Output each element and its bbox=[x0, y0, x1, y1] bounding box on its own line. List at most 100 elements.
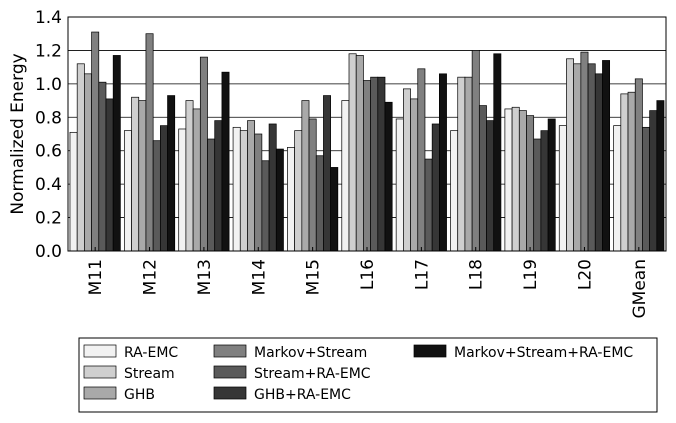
bar-markov-stream-m15 bbox=[308, 118, 317, 252]
bar-ra-emc-m12 bbox=[123, 130, 132, 252]
bar-markov-stream-m11 bbox=[91, 31, 100, 252]
bar-stream-ra-emc-m11 bbox=[98, 81, 107, 252]
bar-ra-emc-m13 bbox=[178, 128, 187, 252]
legend-label: Stream+RA-EMC bbox=[254, 366, 371, 382]
bar-stream-l17 bbox=[403, 88, 411, 252]
bar-markov-stream-l17 bbox=[417, 68, 426, 252]
x-tick-label: M12 bbox=[141, 259, 161, 295]
bar-ghb-ra-emc-l18 bbox=[486, 120, 495, 252]
x-tick-label: M13 bbox=[195, 259, 215, 295]
bar-ra-emc-m15 bbox=[287, 147, 295, 252]
bar-ghb-l19 bbox=[518, 110, 527, 252]
bar-markov-stream-ra-emc-m14 bbox=[275, 148, 284, 252]
bar-stream-m14 bbox=[239, 130, 248, 252]
legend-box bbox=[78, 337, 658, 413]
bars bbox=[69, 31, 665, 252]
bar-markov-stream-m12 bbox=[145, 33, 154, 252]
y-tick-label: 1.2 bbox=[35, 41, 62, 61]
bar-stream-ra-emc-m14 bbox=[261, 160, 270, 252]
bar-ghb-ra-emc-l20 bbox=[594, 73, 603, 252]
legend-label: Markov+Stream bbox=[254, 345, 367, 361]
bar-stream-m11 bbox=[76, 63, 85, 252]
y-tick-label: 1.0 bbox=[35, 75, 62, 95]
bar-markov-stream-ra-emc-m15 bbox=[330, 167, 339, 252]
bar-stream-gmean bbox=[620, 93, 629, 252]
bar-stream-m15 bbox=[294, 130, 303, 252]
bar-ra-emc-l17 bbox=[395, 118, 404, 252]
bar-markov-stream-l16 bbox=[363, 80, 371, 252]
bar-ghb-l16 bbox=[355, 55, 364, 252]
bar-ra-emc-l16 bbox=[341, 100, 350, 252]
bar-stream-ra-emc-l20 bbox=[587, 63, 596, 252]
bar-markov-stream-ra-emc-m11 bbox=[112, 55, 121, 252]
x-tick-label: M11 bbox=[86, 259, 106, 295]
axes bbox=[67, 16, 667, 252]
bar-ghb-gmean bbox=[627, 91, 636, 252]
bar-ghb-ra-emc-m12 bbox=[159, 125, 168, 252]
legend-swatch bbox=[83, 344, 117, 358]
bar-ghb-ra-emc-m15 bbox=[323, 95, 331, 252]
bar-markov-stream-gmean bbox=[634, 78, 643, 252]
x-tick-label: L20 bbox=[575, 259, 595, 290]
bar-markov-stream-m14 bbox=[254, 133, 263, 252]
legend-swatch bbox=[213, 344, 247, 358]
bar-ra-emc-m14 bbox=[232, 126, 241, 252]
legend-swatch bbox=[213, 386, 247, 400]
bar-ghb-m11 bbox=[84, 73, 92, 252]
bar-ra-emc-l20 bbox=[558, 125, 567, 252]
bar-markov-stream-l18 bbox=[471, 50, 480, 252]
bar-ghb-l18 bbox=[464, 76, 473, 252]
bar-stream-l16 bbox=[348, 53, 357, 252]
x-tick-label: L18 bbox=[467, 259, 487, 290]
bar-stream-ra-emc-gmean bbox=[642, 126, 650, 252]
x-tick-label: L17 bbox=[412, 259, 432, 290]
x-tick-label: GMean bbox=[630, 259, 650, 319]
x-tick-label: M14 bbox=[249, 259, 269, 295]
bar-markov-stream-m13 bbox=[199, 56, 208, 252]
bar-stream-ra-emc-l17 bbox=[424, 158, 433, 252]
bar-markov-stream-ra-emc-m13 bbox=[221, 71, 230, 252]
bar-stream-ra-emc-l16 bbox=[370, 76, 379, 252]
bar-stream-ra-emc-l19 bbox=[533, 138, 542, 252]
legend-swatch bbox=[413, 344, 447, 358]
x-tick-label: M15 bbox=[304, 259, 324, 295]
bar-stream-ra-emc-m12 bbox=[152, 140, 161, 252]
y-tick-label: 0.2 bbox=[35, 209, 62, 229]
bar-ra-emc-gmean bbox=[613, 125, 622, 252]
bar-stream-m12 bbox=[131, 96, 140, 252]
x-tick-labels: M11 M12 M13 M14 M15 L16 L17 L18 L19 L20 GMean bbox=[86, 259, 650, 319]
bar-ghb-ra-emc-m13 bbox=[214, 120, 223, 252]
bar-markov-stream-ra-emc-m12 bbox=[167, 95, 176, 252]
bar-stream-l18 bbox=[457, 76, 466, 252]
bar-ghb-m14 bbox=[247, 120, 256, 252]
bar-stream-l20 bbox=[566, 58, 575, 252]
y-axis-title: Normalized Energy bbox=[8, 53, 28, 214]
bar-ghb-ra-emc-m11 bbox=[105, 98, 114, 252]
bar-markov-stream-ra-emc-l18 bbox=[493, 53, 502, 252]
legend-label: RA-EMC bbox=[124, 345, 178, 361]
legend-label: GHB bbox=[124, 387, 155, 403]
bar-ra-emc-l19 bbox=[504, 108, 513, 252]
x-tick-label: L16 bbox=[358, 259, 378, 290]
bar-markov-stream-ra-emc-l17 bbox=[439, 73, 447, 252]
bar-markov-stream-ra-emc-l16 bbox=[384, 101, 393, 252]
legend-label: GHB+RA-EMC bbox=[254, 387, 351, 403]
legend-label: Markov+Stream+RA-EMC bbox=[454, 345, 633, 361]
bar-ghb-ra-emc-l16 bbox=[377, 76, 386, 252]
y-tick-label: 1.4 bbox=[35, 8, 62, 28]
bar-ghb-l20 bbox=[573, 63, 582, 252]
bar-ghb-ra-emc-m14 bbox=[268, 123, 277, 252]
legend-swatch bbox=[83, 386, 117, 400]
bar-stream-ra-emc-m15 bbox=[315, 155, 324, 252]
bar-stream-ra-emc-m13 bbox=[207, 138, 216, 252]
bar-stream-ra-emc-l18 bbox=[478, 105, 487, 252]
y-tick-label: 0.4 bbox=[35, 175, 62, 195]
y-tick-label: 0.8 bbox=[35, 108, 62, 128]
bar-stream-l19 bbox=[511, 106, 520, 252]
bar-markov-stream-ra-emc-gmean bbox=[656, 100, 665, 252]
bar-ghb-ra-emc-gmean bbox=[649, 110, 658, 252]
bar-ghb-l17 bbox=[410, 98, 419, 252]
bar-ra-emc-m11 bbox=[69, 131, 78, 252]
y-tick-label: 0.0 bbox=[35, 242, 62, 262]
